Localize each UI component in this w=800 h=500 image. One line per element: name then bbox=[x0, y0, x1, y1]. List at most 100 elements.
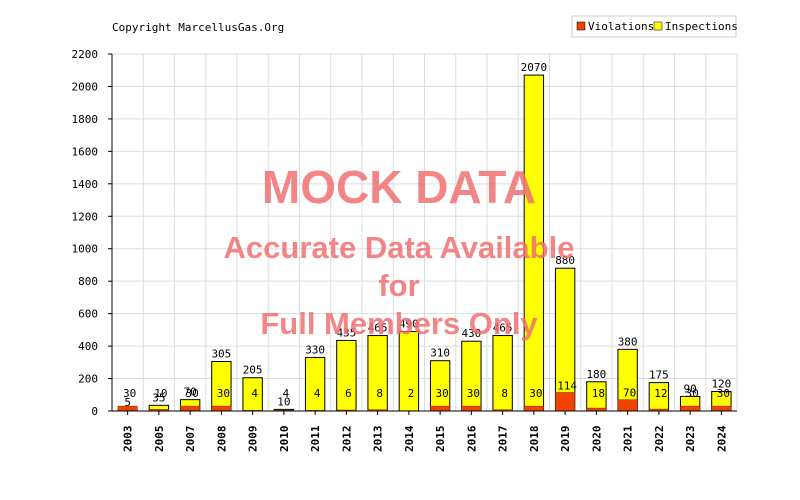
x-tick-label-2019: 2019 bbox=[559, 426, 572, 453]
legend-swatch-inspections bbox=[653, 21, 663, 31]
value-label-inspections-2013: 465 bbox=[368, 322, 388, 335]
value-label-violations-2016: 30 bbox=[467, 387, 480, 400]
value-label-violations-2009: 4 bbox=[251, 387, 258, 400]
x-tick-label-2024: 2024 bbox=[715, 425, 728, 452]
bar-violations-2015 bbox=[430, 405, 451, 412]
bar-violations-2023 bbox=[680, 405, 701, 412]
value-label-violations-2015: 30 bbox=[436, 387, 449, 400]
value-label-inspections-2019: 880 bbox=[555, 254, 575, 267]
value-label-violations-2008: 30 bbox=[217, 387, 230, 400]
bar-inspections-2012 bbox=[336, 339, 357, 412]
y-tick-label: 2000 bbox=[72, 80, 99, 93]
value-label-inspections-2018: 2070 bbox=[521, 61, 548, 74]
x-tick-label-2009: 2009 bbox=[247, 426, 260, 453]
value-label-inspections-2015: 310 bbox=[430, 347, 450, 360]
value-label-inspections-2005: 35 bbox=[152, 391, 165, 404]
value-label-violations-2020: 18 bbox=[592, 387, 605, 400]
x-tick-label-2013: 2013 bbox=[372, 426, 385, 453]
bar-violations-2021 bbox=[617, 399, 638, 412]
bar-violations-2018 bbox=[523, 405, 544, 412]
y-tick-label: 1800 bbox=[72, 113, 99, 126]
value-label-inspections-2014: 490 bbox=[399, 317, 419, 330]
value-label-violations-2010: 4 bbox=[283, 387, 290, 400]
value-label-violations-2019: 114 bbox=[557, 380, 577, 393]
x-tick-label-2010: 2010 bbox=[278, 426, 291, 453]
value-label-violations-2022: 12 bbox=[654, 387, 667, 400]
value-label-violations-2011: 4 bbox=[314, 387, 321, 400]
watermark-line-1: MOCK DATA bbox=[262, 161, 536, 213]
grid bbox=[111, 53, 738, 412]
value-label-inspections-2020: 180 bbox=[586, 368, 606, 381]
value-label-inspections-2016: 430 bbox=[461, 327, 481, 340]
legend-swatch-violations bbox=[576, 21, 586, 31]
x-tick-label-2017: 2017 bbox=[497, 426, 510, 453]
bar-violations-2016 bbox=[461, 405, 482, 412]
x-tick-label-2020: 2020 bbox=[590, 426, 603, 453]
x-tick-label-2005: 2005 bbox=[153, 426, 166, 453]
value-label-inspections-2011: 330 bbox=[305, 343, 325, 356]
y-tick-label: 1000 bbox=[72, 243, 99, 256]
value-label-inspections-2021: 380 bbox=[618, 335, 638, 348]
bar-inspections-2015 bbox=[429, 360, 451, 412]
value-label-inspections-2023: 90 bbox=[684, 382, 697, 395]
x-tick-label-2023: 2023 bbox=[684, 426, 697, 453]
value-label-inspections-2022: 175 bbox=[649, 369, 669, 382]
y-tick-label: 800 bbox=[78, 275, 98, 288]
bar-inspections-2011 bbox=[304, 356, 326, 412]
value-label-inspections-2008: 305 bbox=[211, 348, 231, 361]
value-label-inspections-2003: 5 bbox=[124, 396, 131, 409]
y-tick-label: 1600 bbox=[72, 145, 99, 158]
value-label-violations-2014: 2 bbox=[408, 387, 415, 400]
value-label-inspections-2010: 10 bbox=[277, 395, 290, 408]
bar-violations-2007 bbox=[180, 405, 201, 412]
value-label-violations-2021: 70 bbox=[623, 387, 636, 400]
y-tick-label: 200 bbox=[78, 373, 98, 386]
value-label-violations-2003: 30 bbox=[123, 387, 136, 400]
legend: Violations Inspections bbox=[571, 15, 738, 38]
x-tick-label-2014: 2014 bbox=[403, 425, 416, 452]
x-tick-label-2016: 2016 bbox=[465, 425, 478, 452]
legend-label-inspections: Inspections bbox=[665, 20, 738, 33]
value-label-inspections-2017: 465 bbox=[493, 322, 513, 335]
y-tick-label: 600 bbox=[78, 308, 98, 321]
watermark: MOCK DATA Accurate Data Available for Fu… bbox=[224, 161, 575, 341]
y-tick-label: 400 bbox=[78, 340, 98, 353]
x-tick-label-2021: 2021 bbox=[622, 425, 635, 452]
bars bbox=[117, 74, 732, 412]
value-label-inspections-2012: 435 bbox=[336, 326, 356, 339]
bar-inspections-2016 bbox=[461, 340, 482, 412]
x-tick-label-2003: 2003 bbox=[122, 426, 135, 453]
value-label-violations-2024: 30 bbox=[717, 387, 730, 400]
watermark-line-4: Full Members Only bbox=[260, 306, 538, 341]
x-tick-label-2015: 2015 bbox=[434, 426, 447, 453]
copyright-text: Copyright MarcellusGas.Org bbox=[112, 21, 284, 34]
x-tick-label-2012: 2012 bbox=[340, 426, 353, 453]
legend-label-violations: Violations bbox=[588, 20, 654, 33]
y-tick-label: 0 bbox=[91, 405, 98, 418]
value-label-inspections-2009: 205 bbox=[243, 364, 263, 377]
watermark-line-3: for bbox=[378, 268, 419, 303]
x-tick-label-2018: 2018 bbox=[528, 426, 541, 453]
axes: 0200400600800100012001400160018002000220… bbox=[72, 48, 737, 453]
value-label-inspections-2024: 120 bbox=[711, 378, 731, 391]
y-tick-label: 1200 bbox=[72, 210, 99, 223]
value-label-violations-2023: 30 bbox=[686, 387, 699, 400]
value-label-violations-2013: 8 bbox=[376, 387, 383, 400]
x-tick-label-2008: 2008 bbox=[215, 426, 228, 453]
value-label-violations-2005: 10 bbox=[154, 387, 167, 400]
x-tick-label-2007: 2007 bbox=[184, 426, 197, 453]
y-tick-label: 2200 bbox=[72, 48, 99, 61]
watermark-line-2: Accurate Data Available bbox=[224, 230, 575, 265]
x-tick-label-2011: 2011 bbox=[309, 425, 322, 452]
value-label-violations-2017: 8 bbox=[501, 387, 508, 400]
x-tick-label-2022: 2022 bbox=[653, 426, 666, 453]
value-label-violations-2007: 30 bbox=[186, 387, 199, 400]
y-tick-label: 1400 bbox=[72, 178, 99, 191]
value-label-inspections-2007: 70 bbox=[184, 386, 197, 399]
bar-violations-2019 bbox=[555, 392, 576, 412]
value-label-violations-2012: 6 bbox=[345, 387, 352, 400]
value-label-violations-2018: 30 bbox=[529, 387, 542, 400]
bar-violations-2008 bbox=[211, 405, 232, 412]
